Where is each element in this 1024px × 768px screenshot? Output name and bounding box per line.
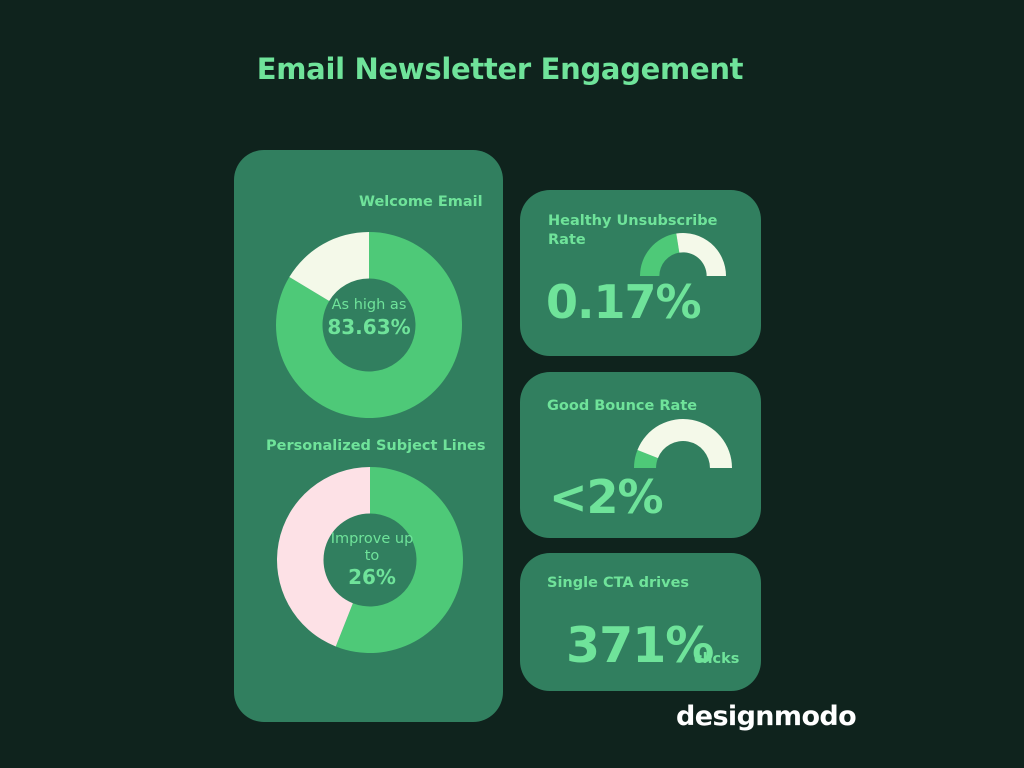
gauge-1-fill xyxy=(634,449,658,468)
donut-1-slice-1 xyxy=(277,467,370,647)
personalized-subject-center-text-2: to xyxy=(364,548,380,564)
cta-value: 371% xyxy=(566,617,714,674)
gauge-0-fill xyxy=(640,233,680,276)
cta-label: Single CTA drives xyxy=(547,575,690,591)
welcome-email-label: Welcome Email xyxy=(359,194,483,210)
welcome-email-center-value: 83.63% xyxy=(327,315,411,339)
brand-logo: designmodo xyxy=(676,701,857,732)
cta-card xyxy=(520,553,761,691)
unsubscribe-label: Healthy Unsubscribe Rate xyxy=(548,213,718,248)
cta-unit: clicks xyxy=(694,651,740,667)
welcome-email-donut xyxy=(276,232,462,418)
gauge-0-rest xyxy=(676,233,726,276)
donut-1-slice-0 xyxy=(335,467,463,653)
personalized-subject-donut xyxy=(277,467,463,653)
personalized-subject-center-value: 26% xyxy=(348,565,396,589)
donut-0-slice-0 xyxy=(276,232,462,418)
personalized-subject-label: Personalized Subject Lines xyxy=(266,438,486,454)
welcome-email-center-text-1: As high as xyxy=(331,297,407,313)
unsubscribe-value: 0.17% xyxy=(546,275,702,329)
bounce-value: <2% xyxy=(549,470,664,524)
personalized-subject-center-text-1: Improve up xyxy=(330,531,414,547)
gauge-1-rest xyxy=(637,419,732,468)
unsubscribe-gauge xyxy=(640,233,726,276)
personalized-subject-center: Improve up to 26% xyxy=(312,530,432,590)
bounce-label: Good Bounce Rate xyxy=(547,398,698,414)
bounce-gauge xyxy=(634,419,732,468)
welcome-email-center: As high as 83.63% xyxy=(309,296,429,340)
page-title: Email Newsletter Engagement xyxy=(256,52,744,86)
donut-0-slice-1 xyxy=(289,232,369,302)
